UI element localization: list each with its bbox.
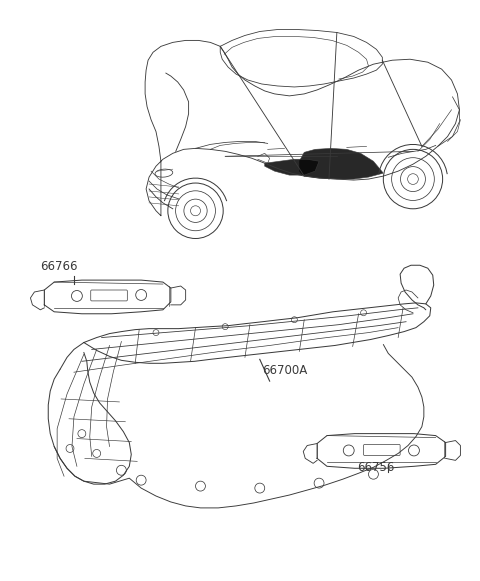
Text: 66700A: 66700A: [262, 364, 307, 377]
Text: 66756: 66756: [357, 461, 394, 474]
Polygon shape: [300, 148, 384, 179]
Text: 66766: 66766: [40, 260, 78, 273]
Polygon shape: [264, 159, 319, 175]
